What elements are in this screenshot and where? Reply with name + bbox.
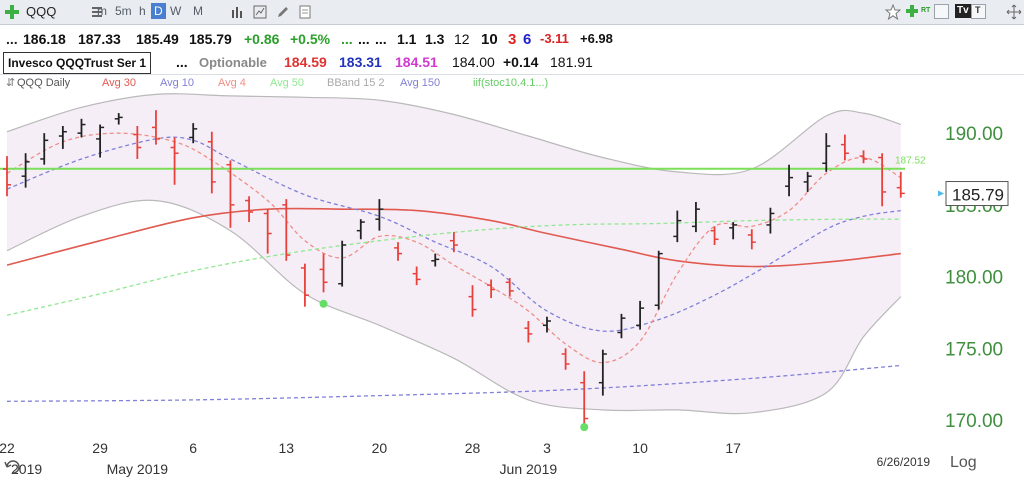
info-row: Invesco QQQTrust Ser 1 ... Optionable 18…	[0, 50, 1024, 75]
info-value-3: 181.91	[550, 54, 593, 70]
timeframe-w[interactable]: W	[170, 4, 182, 18]
quote-dots-4: ...	[375, 31, 387, 47]
legend-item-avg4[interactable]: Avg 4	[218, 77, 246, 89]
x-tick-label: 20	[372, 440, 388, 456]
refresh-icon	[4, 460, 20, 474]
legend-item-avg10[interactable]: Avg 10	[160, 77, 195, 89]
legend-item-avg50[interactable]: Avg 50	[270, 77, 305, 89]
quote-value-6: 6	[523, 31, 532, 48]
x-tick-label: 13	[279, 440, 295, 456]
move-icon[interactable]	[1006, 4, 1022, 20]
tv-badge[interactable]: Tv	[955, 4, 971, 18]
x-tick-label: 3	[543, 440, 551, 456]
quote-value-3: 12	[454, 31, 470, 47]
pencil-icon[interactable]	[276, 5, 290, 19]
quote-value-1: 1.1	[397, 31, 417, 47]
quote-value-7: -3.11	[540, 31, 569, 46]
info-dots: ...	[176, 54, 188, 70]
ma-line-avg150	[6, 364, 901, 402]
bar-chart-icon[interactable]	[231, 5, 245, 19]
quote-close: 185.79	[189, 31, 232, 47]
legend-item-bband[interactable]: BBand 15 2	[327, 77, 385, 89]
quote-low: 185.49	[136, 31, 179, 47]
legend-item-qqq-daily[interactable]: QQQ Daily	[17, 77, 71, 89]
toolbar: QQQ m 5m h D W M RT Tv T	[0, 0, 1024, 25]
info-ma30: 184.59	[284, 54, 327, 70]
optionable-label: Optionable	[199, 55, 267, 70]
x-tick-label: 28	[465, 440, 481, 456]
log-scale-toggle[interactable]: Log	[950, 454, 977, 471]
rt-badge[interactable]: RT	[921, 7, 931, 14]
quote-change: +0.86	[244, 31, 280, 47]
quote-value-2: 1.3	[425, 31, 445, 47]
quote-value-4: 10	[481, 31, 498, 48]
t-badge[interactable]: T	[975, 5, 981, 15]
timeframe-5m[interactable]: 5m	[115, 4, 132, 18]
legend-sort-icon[interactable]: ⇵	[6, 77, 16, 89]
y-tick-label: 170.00	[945, 411, 1003, 432]
reference-line-label: 187.52	[895, 156, 926, 167]
info-ma4: 184.51	[395, 54, 438, 70]
signal-dot	[319, 299, 328, 308]
x-month-label: May 2019	[107, 461, 169, 477]
ma-line-avg10	[6, 136, 901, 332]
quote-row: ... 186.18 187.33 185.49 185.79 +0.86 +0…	[0, 26, 1024, 50]
bband-lower-line	[6, 199, 902, 415]
ma-line-avg30	[6, 207, 901, 268]
last-price-label: 185.79	[952, 186, 1004, 205]
timeframe-m[interactable]: m	[97, 4, 107, 18]
y-tick-label: 190.00	[945, 124, 1003, 145]
quote-dots-1: ...	[6, 31, 18, 47]
legend-item-avg150[interactable]: Avg 150	[400, 77, 441, 89]
timeframe-h[interactable]: h	[139, 4, 146, 18]
quote-value-8: +6.98	[580, 31, 613, 46]
bband-upper-line	[6, 93, 901, 176]
x-month-label: Jun 2019	[500, 461, 558, 477]
quote-dots-3: ...	[358, 31, 370, 47]
indicator-icon[interactable]	[253, 5, 267, 19]
x-tick-label: 17	[725, 440, 741, 456]
x-tick-label: 10	[632, 440, 648, 456]
window-box-1[interactable]	[971, 4, 986, 19]
rt-badge-box	[934, 4, 949, 19]
info-value-2: +0.14	[503, 54, 539, 70]
y-tick-label: 180.00	[945, 268, 1003, 289]
security-name-box[interactable]: Invesco QQQTrust Ser 1	[3, 52, 152, 74]
add-symbol-icon[interactable]	[4, 4, 20, 20]
note-icon[interactable]	[298, 5, 312, 19]
date-readout: 6/26/2019	[877, 455, 931, 469]
add-alert-icon[interactable]	[905, 4, 919, 18]
x-month-label: 2019	[11, 461, 42, 477]
timeframe-m-monthly[interactable]: M	[193, 4, 203, 18]
signal-dot	[580, 423, 589, 432]
legend-item-stoc[interactable]: iif(stoc10.4.1...)	[473, 77, 549, 89]
quote-last: 186.18	[23, 31, 66, 47]
last-price-box	[945, 181, 1009, 207]
info-value-1: 184.00	[452, 54, 495, 70]
ma-line-avg50	[6, 218, 901, 316]
legend-item-avg30[interactable]: Avg 30	[102, 77, 137, 89]
quote-high: 187.33	[78, 31, 121, 47]
menu-icon[interactable]	[92, 6, 102, 18]
x-tick-label: 22	[0, 440, 15, 456]
price-chart[interactable]: 187.52 190.00185.00180.00175.00170.00185…	[0, 93, 1024, 484]
quote-value-5: 3	[508, 31, 517, 48]
quote-change-pct: +0.5%	[290, 31, 331, 47]
y-tick-label: 175.00	[945, 339, 1003, 360]
symbol-label[interactable]: QQQ	[26, 4, 57, 19]
x-tick-label: 29	[92, 440, 108, 456]
legend-row: ⇵ QQQ Daily Avg 30 Avg 10 Avg 4 Avg 50 B…	[0, 75, 1024, 93]
x-tick-label: 6	[189, 440, 197, 456]
info-ma10: 183.31	[339, 54, 382, 70]
quote-dots-2: ...	[341, 31, 353, 47]
timeframe-d-active[interactable]: D	[151, 3, 166, 19]
star-icon[interactable]	[885, 4, 901, 20]
last-price-pointer	[938, 190, 944, 197]
